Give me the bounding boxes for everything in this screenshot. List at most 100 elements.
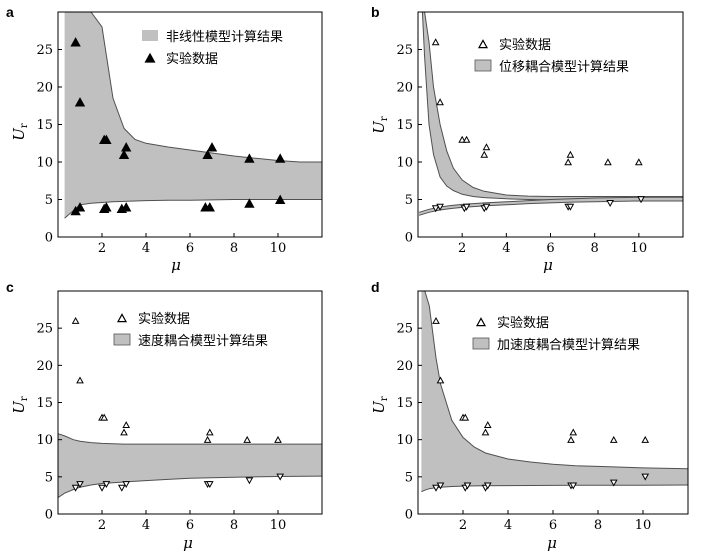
legend-label: 实验数据 [499, 37, 551, 53]
y-axis-label: Ur [10, 396, 30, 414]
data-point [567, 435, 575, 443]
model-band [421, 291, 688, 492]
model-band-lower-edge [421, 484, 688, 493]
data-point [70, 37, 81, 47]
y-tick-label: 25 [396, 43, 413, 58]
data-point [480, 150, 489, 158]
data-point [202, 149, 213, 159]
y-tick-label: 15 [36, 118, 53, 133]
plot-area [418, 12, 683, 216]
data-point [458, 135, 467, 143]
data-point [245, 477, 254, 485]
y-tick-label: 25 [36, 322, 53, 337]
x-axis-label: μ [547, 534, 557, 552]
data-point [101, 134, 112, 144]
data-point [120, 428, 128, 436]
model-band-upper-edge [421, 291, 688, 470]
data-point [436, 376, 445, 384]
plot-area [421, 291, 688, 493]
data-point [483, 482, 492, 490]
x-tick-label: 2 [98, 241, 106, 256]
data-point [634, 158, 643, 166]
legend-label: 非线性模型计算结果 [166, 30, 283, 45]
model-band-lower-lower-edge [418, 200, 683, 216]
data-point [243, 435, 252, 443]
plot-area [58, 433, 322, 499]
x-tick-label: 8 [230, 518, 238, 533]
x-tick-label: 4 [142, 518, 150, 533]
y-tick-label: 25 [396, 322, 413, 337]
data-point [462, 203, 471, 211]
data-point [121, 142, 132, 152]
panel-letter: b [371, 4, 380, 20]
data-point [637, 196, 645, 204]
data-point [76, 376, 84, 384]
data-point [482, 203, 491, 211]
data-point [609, 479, 618, 487]
legend-label: 实验数据 [138, 311, 190, 327]
panel-letter: c [6, 279, 14, 295]
y-tick-label: 5 [45, 470, 53, 485]
data-point [436, 203, 444, 211]
data-point [71, 317, 80, 324]
y-tick-label: 0 [45, 508, 53, 523]
panel-letter: a [6, 4, 14, 20]
data-point [203, 435, 212, 443]
x-tick-label: 2 [459, 518, 467, 533]
legend-label: 速度耦合模型计算结果 [138, 333, 268, 349]
x-tick-label: 10 [635, 518, 652, 533]
x-tick-label: 8 [230, 241, 238, 256]
y-tick-label: 10 [396, 156, 413, 171]
x-tick-label: 2 [98, 518, 106, 533]
data-point [609, 435, 618, 443]
data-point [481, 428, 490, 436]
data-point [482, 143, 491, 151]
model-band-lower-edge [419, 12, 683, 201]
data-point [569, 428, 578, 436]
x-tick-label: 10 [270, 241, 287, 256]
model-band-lower-upper-edge [418, 196, 683, 213]
y-tick-label: 15 [396, 118, 413, 133]
x-tick-label: 10 [270, 518, 287, 533]
model-band-lower [419, 197, 683, 216]
data-point [206, 142, 218, 152]
y-tick-label: 5 [405, 470, 413, 485]
x-tick-label: 6 [186, 518, 194, 533]
legend-label: 加速度耦合模型计算结果 [497, 337, 640, 353]
legend-triangle-marker [475, 317, 487, 327]
data-point [432, 484, 440, 492]
x-tick-label: 6 [549, 518, 557, 533]
data-point [641, 435, 650, 443]
x-tick-label: 8 [591, 241, 599, 256]
data-point [98, 484, 106, 492]
y-tick-label: 20 [396, 359, 413, 374]
legend-triangle-marker [144, 52, 156, 63]
x-axis-label: μ [171, 256, 181, 274]
data-point [462, 135, 471, 143]
data-point [566, 203, 575, 211]
x-axis-label: μ [183, 534, 193, 552]
data-point [606, 200, 614, 207]
legend-triangle-marker [116, 313, 128, 323]
y-tick-label: 15 [36, 396, 53, 411]
legend-label: 位移耦合模型计算结果 [499, 60, 629, 75]
x-tick-label: 2 [458, 241, 466, 256]
y-tick-label: 15 [396, 396, 413, 411]
data-point [101, 202, 112, 212]
y-tick-label: 20 [396, 81, 413, 96]
y-tick-label: 25 [36, 43, 53, 58]
data-point [431, 205, 440, 213]
data-point [436, 482, 445, 490]
model-band-upper-edge [419, 12, 683, 197]
data-point [244, 153, 255, 163]
legend-band-swatch [472, 337, 490, 350]
legend-label: 实验数据 [497, 315, 549, 331]
data-point [569, 482, 578, 490]
data-point [122, 421, 131, 428]
y-tick-label: 10 [396, 433, 413, 448]
